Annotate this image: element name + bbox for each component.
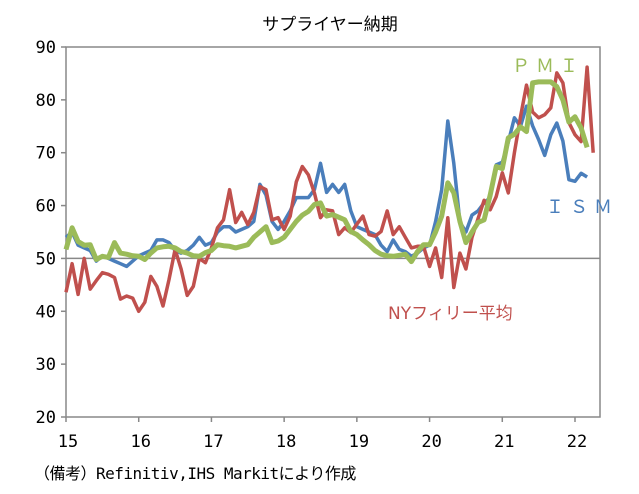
y-tick-label: 30	[36, 355, 56, 375]
y-tick-label: 80	[36, 91, 56, 111]
y-tick-label: 70	[36, 144, 56, 164]
y-tick-label: 40	[36, 302, 56, 322]
chart-title: サプライヤー納期	[262, 15, 398, 35]
y-axis: 20 30 40 50 60 70 80 90	[36, 38, 66, 428]
x-tick-label: 18	[276, 432, 296, 452]
series-lines	[63, 65, 595, 314]
series-line-pmi	[63, 79, 590, 265]
x-tick-label: 17	[203, 432, 223, 452]
y-tick-label: 50	[36, 249, 56, 269]
series-line-ism	[64, 104, 589, 269]
x-tick-label: 19	[349, 432, 369, 452]
legend-label-pmi: ＰＭＩ	[512, 56, 584, 77]
y-tick-label: 20	[36, 408, 56, 428]
y-tick-label: 60	[36, 197, 56, 217]
y-tick-label: 90	[36, 38, 56, 58]
x-tick-label: 22	[567, 432, 587, 452]
x-axis: 15 16 17 18 19 20 21 22	[58, 417, 587, 452]
x-tick-label: 21	[494, 432, 514, 452]
x-tick-label: 16	[130, 432, 150, 452]
legend-label-ism: ＩＳＭ	[546, 197, 618, 218]
series-line-ny-philly	[64, 65, 595, 314]
x-tick-label: 20	[421, 432, 441, 452]
legend-label-ny-philly: NYフィリー平均	[388, 304, 513, 324]
source-note: （備考）Refinitiv,IHS Markitにより作成	[34, 464, 356, 483]
plot-frame	[65, 46, 601, 418]
x-tick-label: 15	[58, 432, 78, 452]
